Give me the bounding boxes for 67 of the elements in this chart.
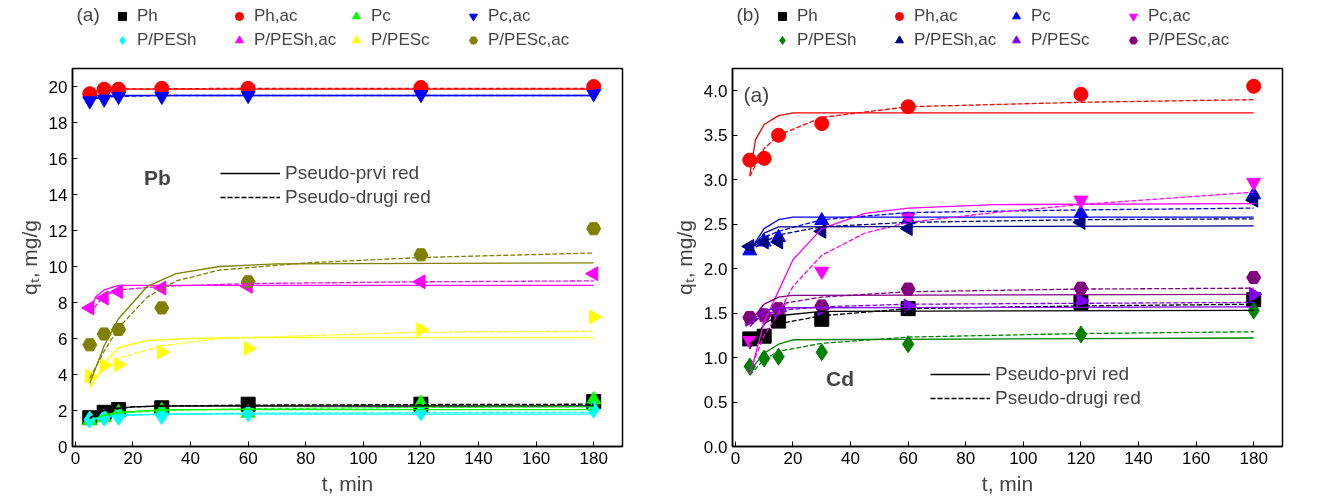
x-tick-label: 60 — [238, 448, 258, 468]
text: (b) — [736, 3, 760, 25]
annotation: (a) — [743, 83, 770, 107]
y-tick-label: 14 — [48, 185, 68, 205]
y-axis-title: qₜ, mg/g — [672, 219, 696, 296]
legend-label: Pc,ac — [488, 6, 532, 26]
legend-label: P/PESc,ac — [1148, 30, 1231, 50]
y-tick-label: 10 — [48, 257, 68, 277]
annotation: Cd — [826, 366, 854, 390]
legend-label: P/PESh,ac — [914, 30, 998, 50]
y-tick-label: 3.0 — [703, 170, 728, 190]
y-tick-label: 18 — [48, 113, 68, 133]
legend-label: Ph — [137, 6, 159, 26]
legend-label: Ph — [797, 6, 819, 26]
y-tick-label: 1.0 — [703, 348, 728, 368]
legend-label: Ph,ac — [914, 6, 959, 26]
y-tick-label: 2.0 — [703, 259, 728, 279]
x-tick-label: 60 — [898, 448, 918, 468]
x-tick-label: 180 — [1239, 448, 1268, 468]
legend-label: Pc — [1031, 6, 1052, 26]
legend-label: Pseudo-drugi red — [285, 186, 431, 208]
y-tick-label: 20 — [48, 77, 68, 97]
y-tick-label: 4.0 — [703, 81, 728, 101]
legend-label: Pc,ac — [1148, 6, 1192, 26]
y-tick-label: 0.5 — [703, 393, 728, 413]
x-tick-label: 120 — [406, 448, 436, 468]
x-tick-label: 40 — [181, 448, 201, 468]
y-axis-title: qₜ, mg/g — [17, 219, 41, 296]
text: (a) — [76, 3, 100, 25]
x-tick-label: 180 — [579, 448, 608, 468]
x-tick-label: 80 — [296, 448, 316, 468]
legend-label: Pseudo-prvi red — [995, 363, 1130, 385]
y-tick-label: 8 — [58, 293, 68, 313]
legend-label: P/PESh,ac — [254, 30, 338, 50]
x-tick-label: 100 — [349, 448, 378, 468]
legend-label: Pc — [371, 6, 392, 26]
x-tick-label: 0 — [730, 448, 741, 468]
x-tick-label: 140 — [1124, 448, 1153, 468]
legend-label: Pseudo-drugi red — [995, 387, 1141, 409]
legend-label: Pseudo-prvi red — [285, 162, 420, 184]
x-tick-label: 20 — [783, 448, 803, 468]
y-tick-label: 1.5 — [703, 304, 728, 324]
annotation: Pb — [144, 166, 171, 190]
legend-label: P/PESc — [371, 30, 431, 50]
legend-label: P/PESh — [137, 30, 198, 50]
x-tick-label: 20 — [123, 448, 143, 468]
x-tick-label: 140 — [464, 448, 493, 468]
y-tick-label: 12 — [48, 221, 68, 241]
y-tick-label: 3.5 — [703, 126, 728, 146]
legend-label: P/PESh — [797, 30, 858, 50]
y-tick-label: 0.0 — [703, 437, 728, 457]
x-tick-label: 100 — [1009, 448, 1038, 468]
x-tick-label: 120 — [1066, 448, 1096, 468]
y-tick-label: 6 — [58, 329, 68, 349]
y-tick-label: 2.5 — [703, 215, 728, 235]
x-tick-label: 40 — [841, 448, 861, 468]
x-tick-label: 160 — [521, 448, 551, 468]
x-tick-label: 160 — [1181, 448, 1211, 468]
y-tick-label: 2 — [58, 401, 68, 421]
y-tick-label: 16 — [48, 149, 68, 169]
legend-label: Ph,ac — [254, 6, 299, 26]
x-axis-title: t, min — [981, 471, 1034, 495]
legend-label: P/PESc — [1031, 30, 1091, 50]
x-tick-label: 80 — [956, 448, 976, 468]
legend-label: P/PESc,ac — [488, 30, 571, 50]
y-tick-label: 4 — [58, 365, 68, 385]
x-axis-title: t, min — [321, 471, 374, 495]
